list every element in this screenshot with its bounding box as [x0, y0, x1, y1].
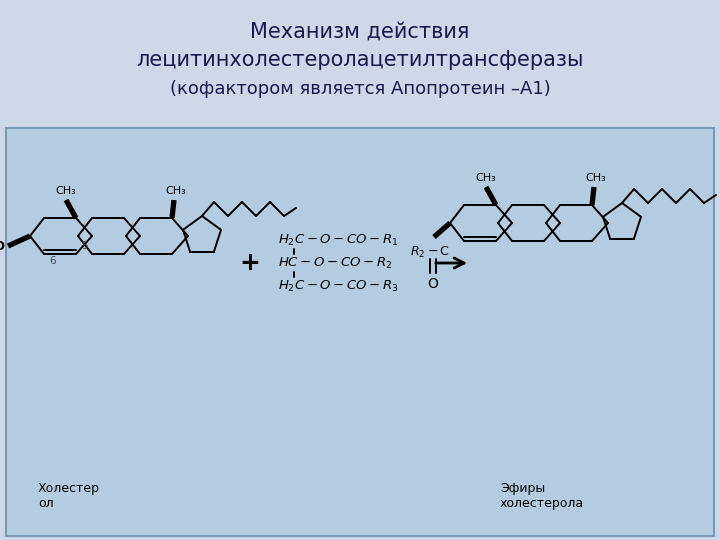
Text: Механизм действия: Механизм действия	[251, 22, 469, 42]
Text: 5: 5	[81, 241, 88, 251]
Text: 6: 6	[49, 256, 55, 266]
Bar	[6, 128, 714, 536]
Text: +: +	[240, 251, 261, 275]
Bar	[0, 0, 720, 128]
Text: Эфиры
холестерола: Эфиры холестерола	[500, 482, 584, 510]
Text: CH₃: CH₃	[585, 173, 606, 183]
Text: лецитинхолестеролацетилтрансферазы: лецитинхолестеролацетилтрансферазы	[136, 50, 584, 70]
Text: HO: HO	[0, 240, 6, 253]
Text: $H_2C-O-CO-R_3$: $H_2C-O-CO-R_3$	[278, 279, 399, 294]
Text: CH₃: CH₃	[55, 186, 76, 196]
Text: $R_2-$C: $R_2-$C	[410, 245, 450, 260]
Text: CH₃: CH₃	[476, 173, 496, 183]
Text: O: O	[428, 277, 438, 291]
Text: (кофактором является Апопротеин –А1): (кофактором является Апопротеин –А1)	[170, 80, 550, 98]
Text: $HC-O-CO-R_2$: $HC-O-CO-R_2$	[278, 255, 392, 271]
Text: Холестер
ол: Холестер ол	[38, 482, 100, 510]
FancyArrowPatch shape	[436, 258, 464, 268]
Text: CH₃: CH₃	[166, 186, 186, 196]
Text: $H_2C-O-CO-R_1$: $H_2C-O-CO-R_1$	[278, 232, 399, 247]
